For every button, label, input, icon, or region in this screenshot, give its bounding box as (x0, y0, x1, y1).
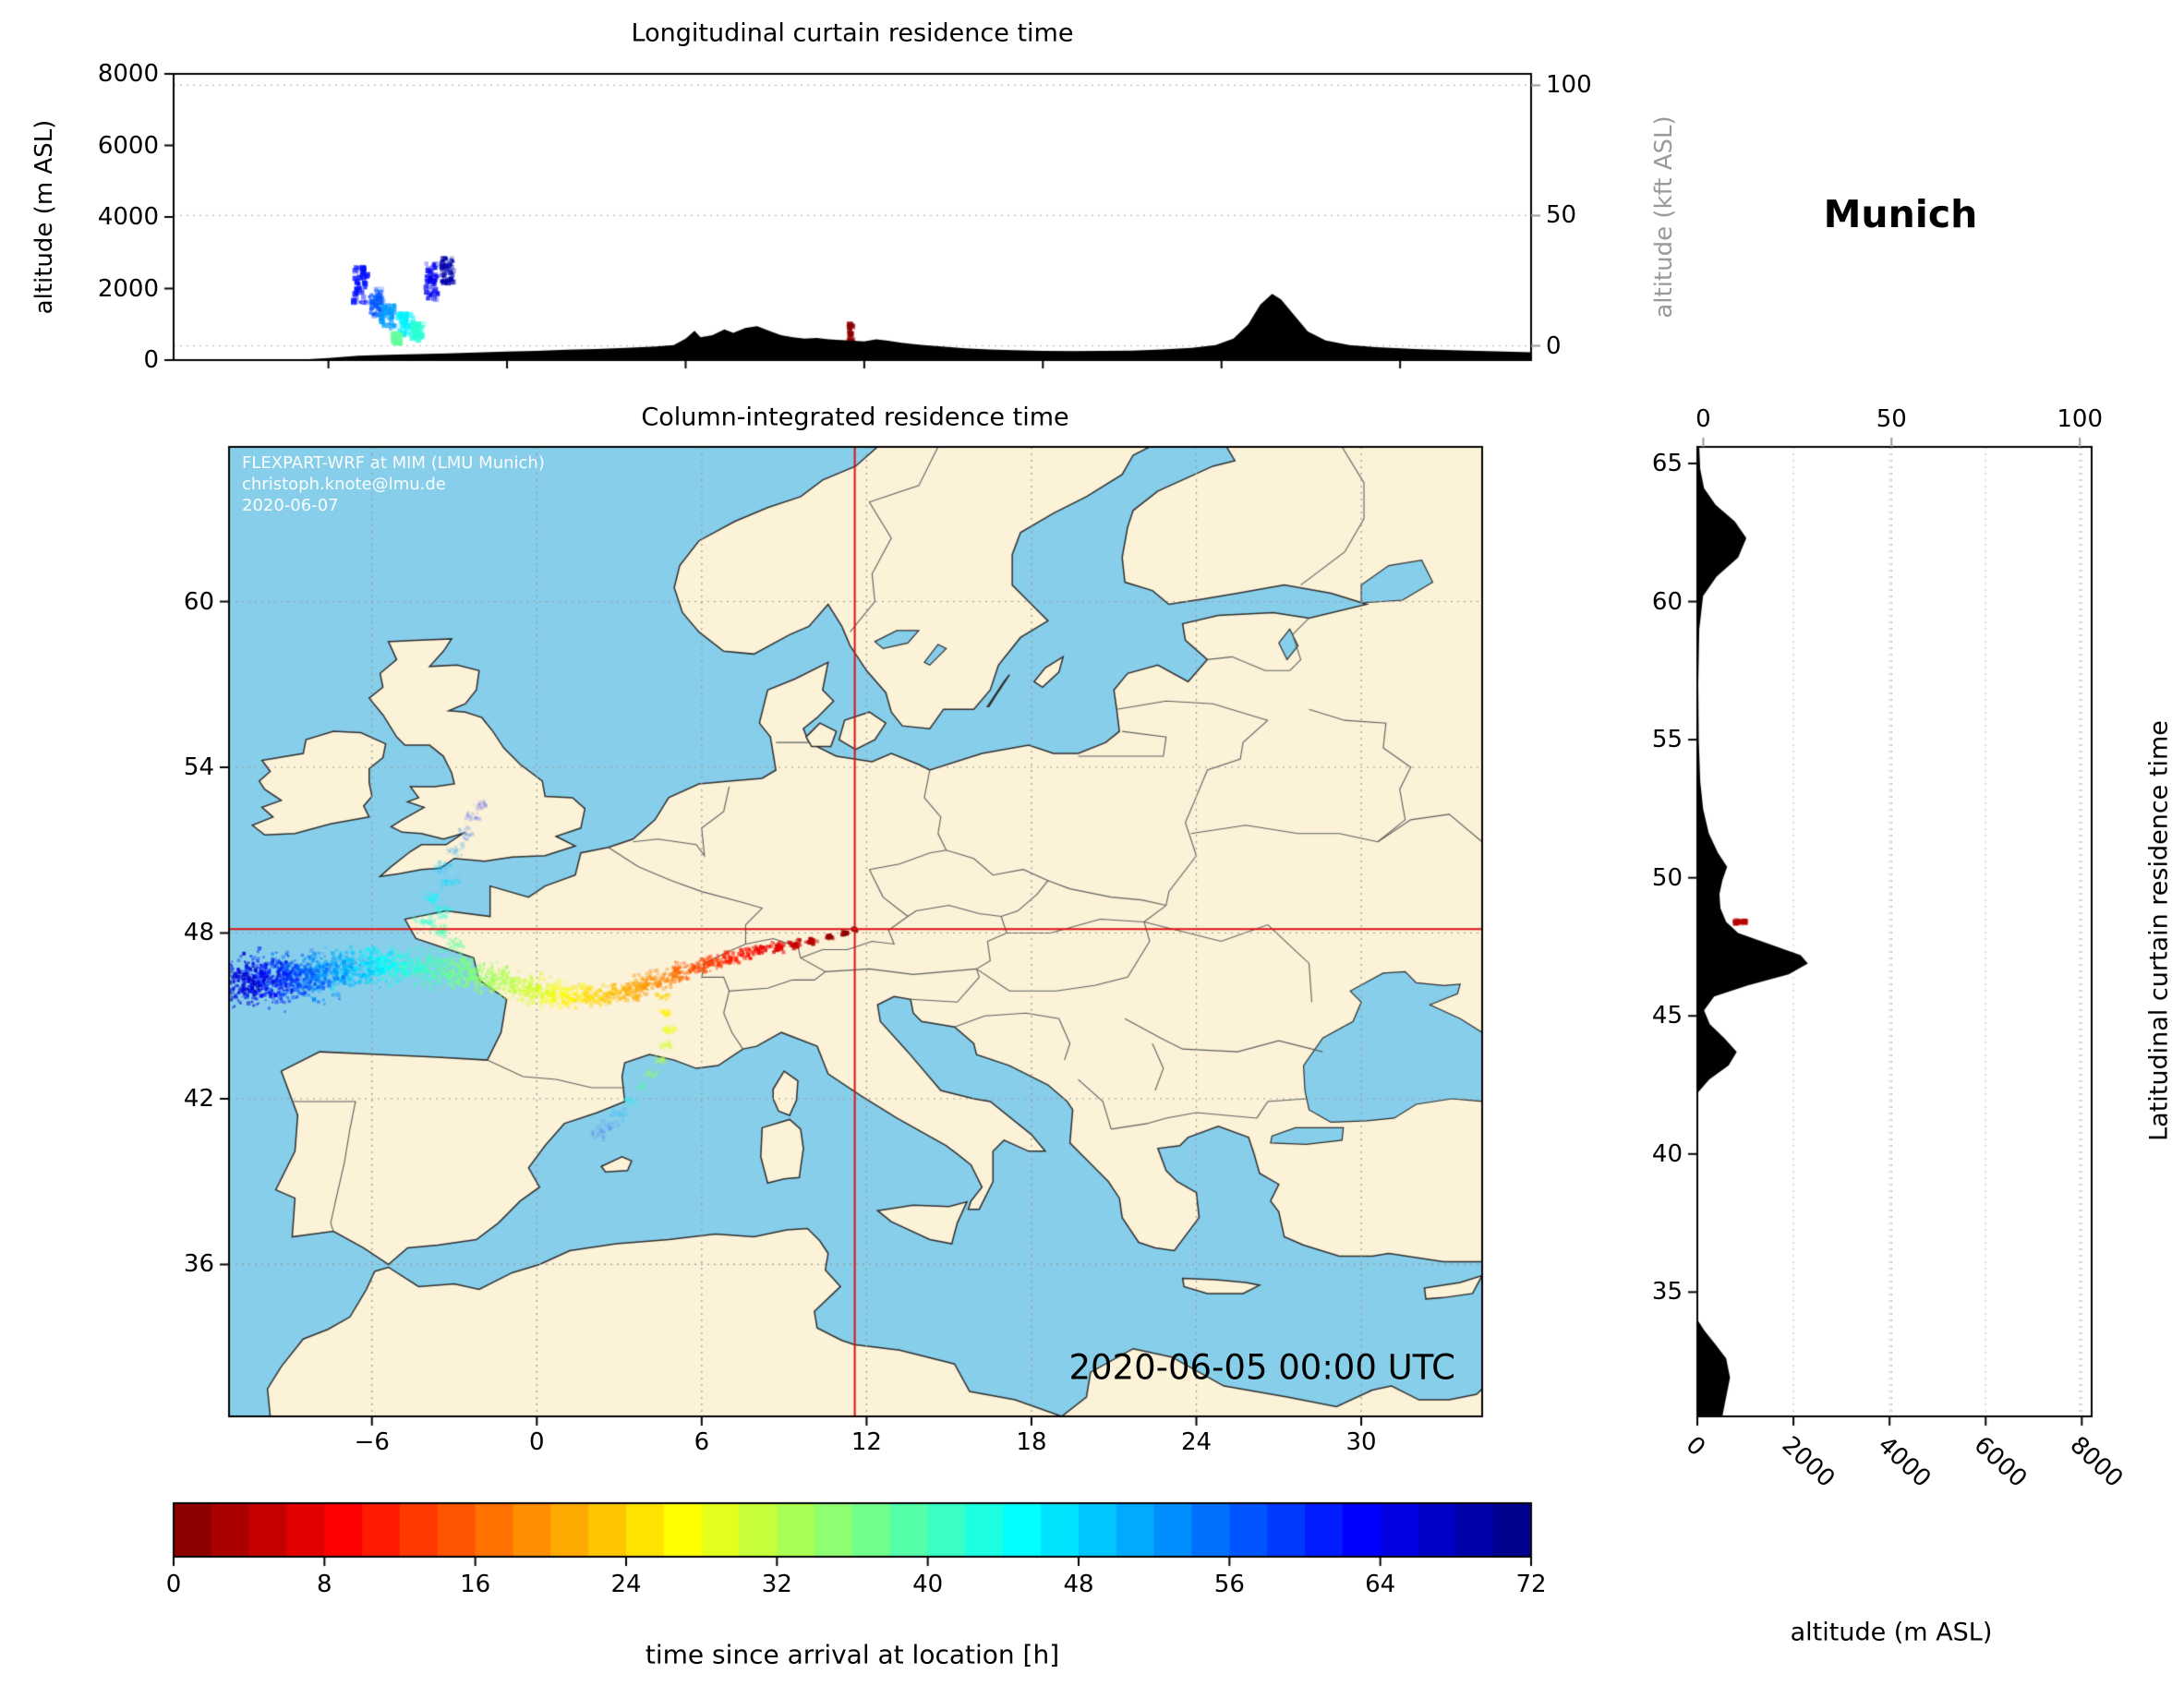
map-datetime-label: 2020-06-05 00:00 UTC (1068, 1347, 1455, 1388)
longitudinal-ytick-m: 8000 (97, 60, 159, 88)
latitudinal-xtick-kft: 0 (1695, 405, 1711, 433)
longitudinal-ylabel-m: altitude (m ASL) (30, 119, 58, 315)
longitudinal-ytick-m: 2000 (97, 274, 159, 303)
colorbar-label: time since arrival at location [h] (645, 1639, 1060, 1670)
latitudinal-xtick-kft: 100 (2057, 405, 2104, 433)
credit-line-3: 2020-06-07 (242, 496, 339, 515)
map-title: Column-integrated residence time (641, 403, 1069, 432)
latitudinal-xlabel: altitude (m ASL) (1790, 1618, 1993, 1647)
longitudinal-ytick-m: 6000 (97, 131, 159, 160)
colorbar-tick: 64 (1365, 1571, 1396, 1598)
map-ytick: 36 (183, 1250, 214, 1279)
latitudinal-xtick-kft: 50 (1876, 405, 1907, 433)
credit-line-2: christoph.knote@lmu.de (242, 475, 446, 494)
colorbar-tick: 48 (1063, 1571, 1094, 1598)
credit-line-1: FLEXPART-WRF at MIM (LMU Munich) (242, 453, 545, 473)
colorbar-tick: 56 (1213, 1571, 1245, 1598)
location-title: Munich (1823, 192, 1978, 236)
latitudinal-ytick: 65 (1651, 449, 1683, 477)
latitudinal-ytick: 55 (1651, 726, 1683, 754)
map-xtick: 0 (529, 1428, 545, 1456)
colorbar-tick: 24 (610, 1571, 642, 1598)
map-xtick: 30 (1345, 1428, 1377, 1456)
map-credits: FLEXPART-WRF at MIM (LMU Munich) christo… (242, 452, 545, 516)
map-xtick: 12 (851, 1428, 882, 1456)
map-xtick: 6 (694, 1428, 710, 1456)
colorbar-tick: 8 (317, 1571, 332, 1598)
map-ytick: 60 (183, 587, 214, 616)
latitudinal-curtain-title: Latitudinal curtain residence time (2144, 720, 2174, 1141)
longitudinal-ytick-kft: 0 (1546, 331, 1562, 360)
latitudinal-ytick: 35 (1651, 1278, 1683, 1307)
colorbar-tick: 0 (165, 1571, 182, 1598)
map-xtick: 24 (1180, 1428, 1213, 1456)
map-ytick: 42 (183, 1084, 214, 1113)
latitudinal-ytick: 60 (1651, 587, 1683, 616)
colorbar-tick: 72 (1515, 1571, 1547, 1598)
map-ytick: 48 (183, 919, 214, 947)
latitudinal-ytick: 45 (1651, 1002, 1683, 1030)
map-ytick: 54 (183, 753, 214, 781)
colorbar-tick: 16 (460, 1571, 491, 1598)
colorbar-tick: 40 (912, 1571, 944, 1598)
longitudinal-curtain-title: Longitudinal curtain residence time (631, 18, 1074, 48)
colorbar-tick: 32 (761, 1571, 792, 1598)
longitudinal-ylabel-kft: altitude (kft ASL) (1650, 115, 1678, 319)
longitudinal-ytick-m: 0 (143, 346, 159, 374)
latitudinal-ytick: 50 (1651, 863, 1683, 892)
longitudinal-ytick-m: 4000 (97, 203, 159, 231)
map-xtick: 18 (1016, 1428, 1047, 1456)
map-xtick: −6 (354, 1428, 390, 1456)
latitudinal-ytick: 40 (1651, 1139, 1683, 1168)
longitudinal-ytick-kft: 100 (1546, 71, 1592, 100)
longitudinal-ytick-kft: 50 (1546, 201, 1577, 230)
